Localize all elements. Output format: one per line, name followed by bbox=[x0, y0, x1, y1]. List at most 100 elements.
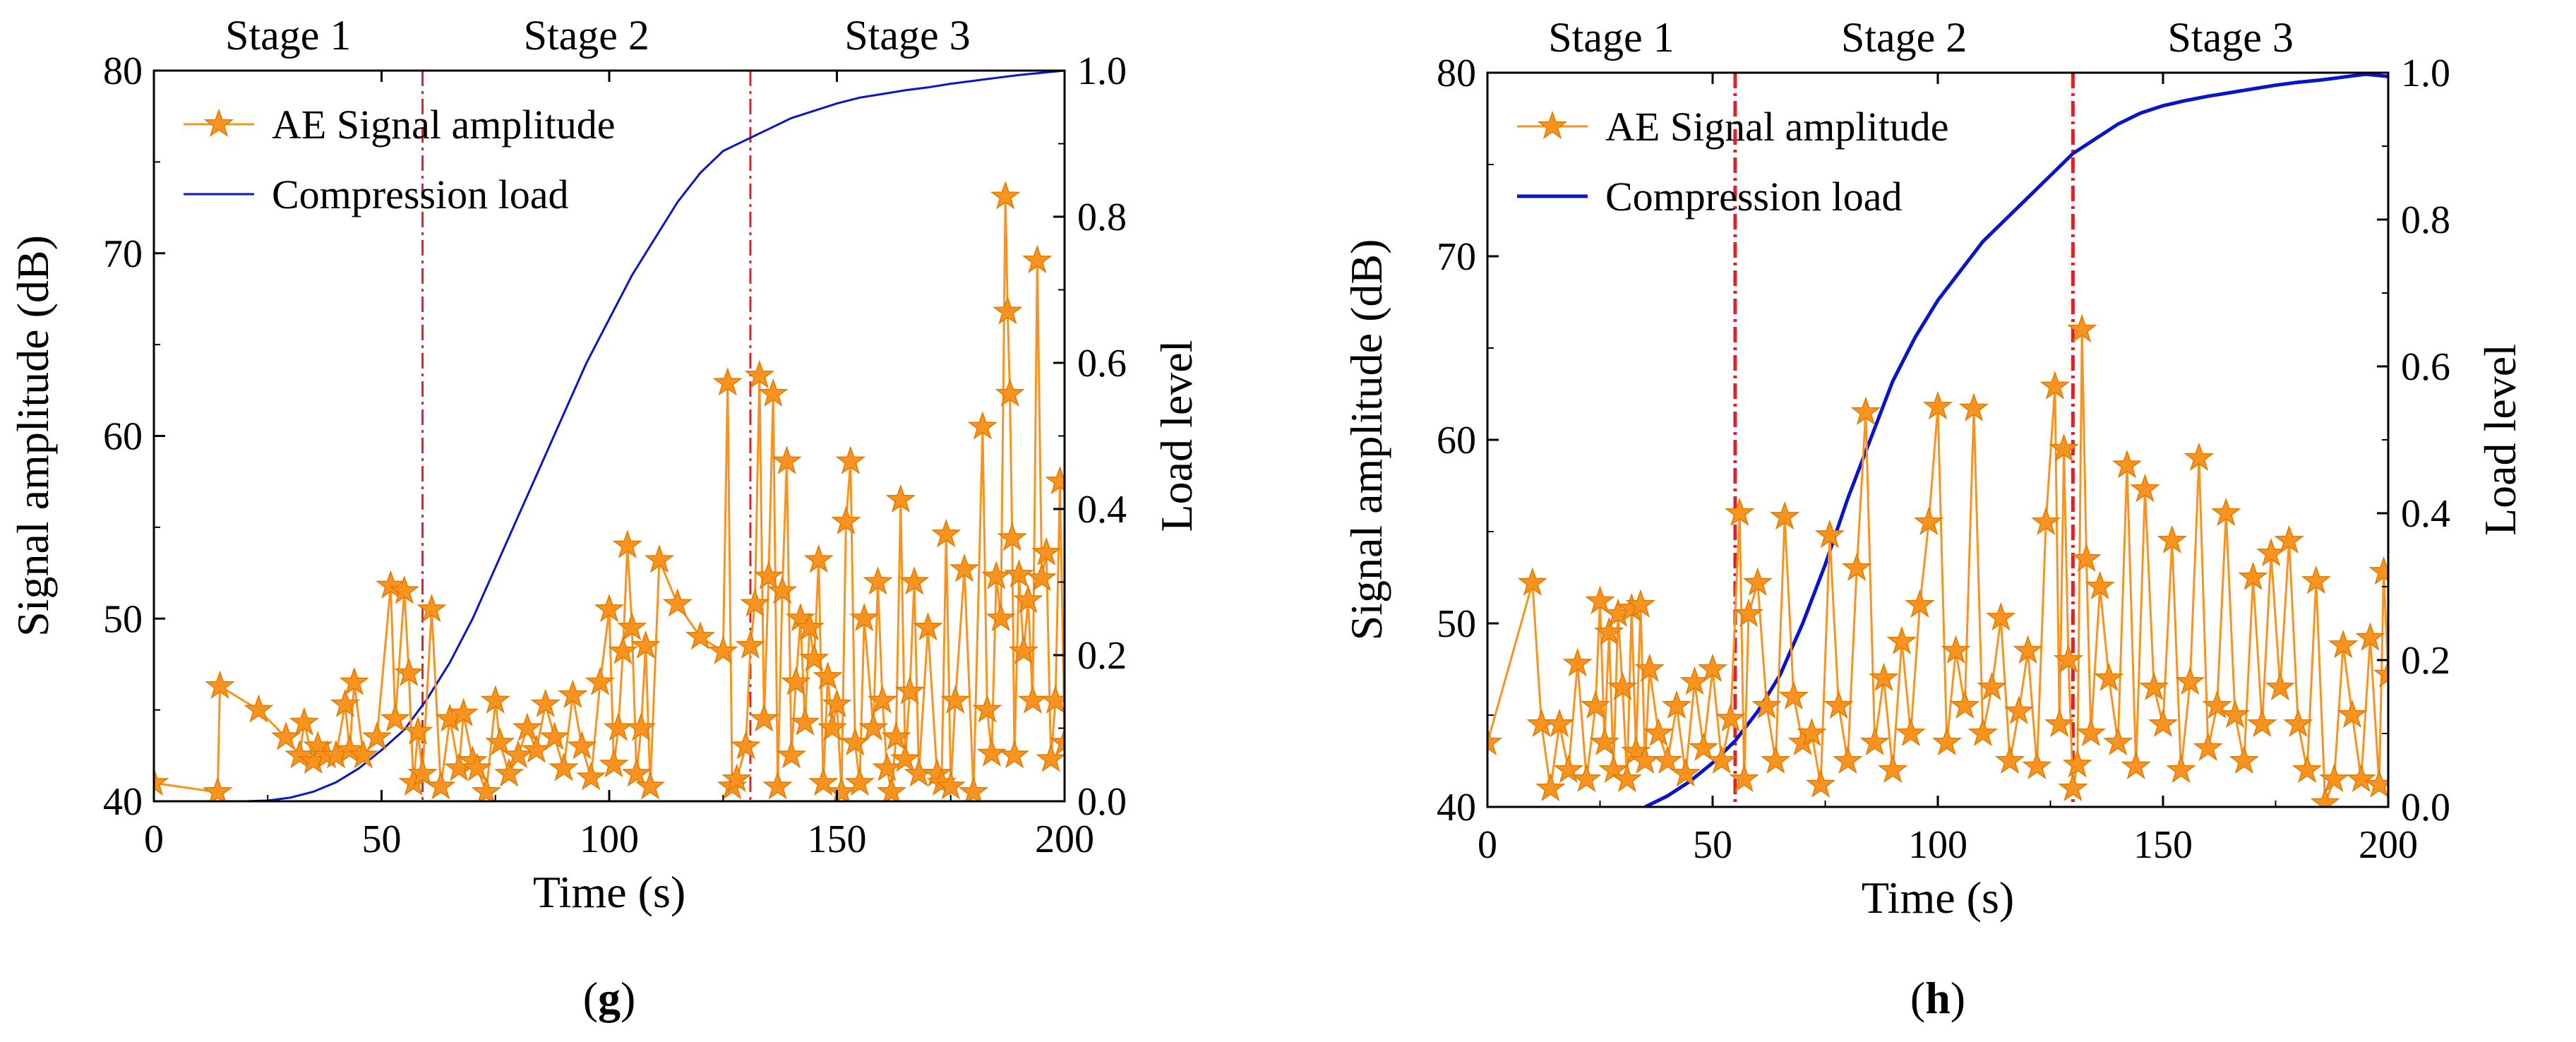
ae-signal-marker bbox=[1733, 598, 1764, 628]
ae-signal-marker bbox=[339, 666, 369, 695]
ae-signal-marker bbox=[1805, 769, 1836, 798]
ae-signal-marker bbox=[567, 731, 597, 760]
y-right-tick-label: 1.0 bbox=[2401, 52, 2450, 95]
ae-signal-marker bbox=[2346, 763, 2376, 793]
y-left-tick-label: 50 bbox=[103, 597, 143, 641]
y-left-axis-title: Signal amplitude (dB) bbox=[8, 235, 58, 637]
chart-panel-g: Stage 1 Stage 2 Stage 3 0 50 100 150 200 40 50 60 7… bbox=[8, 12, 1202, 1023]
ae-signal-marker bbox=[2328, 629, 2359, 659]
panel-caption: (h) bbox=[1910, 973, 1965, 1023]
y-left-axis-title: Signal amplitude (dB) bbox=[1341, 239, 1391, 641]
ae-signal-marker bbox=[890, 743, 921, 772]
ae-signal-marker bbox=[2256, 537, 2287, 567]
ae-signal-marker bbox=[708, 635, 738, 664]
ae-signal-marker bbox=[2183, 442, 2215, 472]
stage-label-1: Stage 1 bbox=[225, 12, 351, 59]
ae-signal-marker bbox=[2166, 754, 2196, 784]
ae-signal-marker bbox=[1022, 244, 1053, 274]
ae-signal-marker bbox=[762, 771, 793, 800]
ae-signal-marker bbox=[205, 670, 235, 700]
y-right-tick-label: 0.0 bbox=[1077, 780, 1127, 824]
ae-signal-marker bbox=[772, 445, 802, 474]
ae-signal-marker bbox=[2030, 506, 2061, 536]
legend-ae-marker bbox=[203, 108, 234, 138]
chart-panel-h: Stage 1 Stage 2 Stage 3 0 50 100 150 200 40 50 60 7… bbox=[1341, 14, 2525, 1023]
ae-signal-marker bbox=[2310, 787, 2340, 807]
ae-signal-marker bbox=[2364, 769, 2388, 798]
ae-signal-marker bbox=[767, 575, 798, 604]
ae-signal-marker bbox=[576, 762, 606, 791]
ae-signal-marker bbox=[2121, 750, 2151, 779]
ae-signal-marker bbox=[1580, 690, 1611, 719]
ae-signal-marker bbox=[335, 734, 365, 763]
x-tick-label: 50 bbox=[362, 818, 402, 861]
y-right-axis-title: Load level bbox=[2475, 344, 2525, 536]
ae-signal-marker bbox=[993, 296, 1023, 325]
ae-signal-marker bbox=[781, 666, 811, 695]
ae-signal-marker bbox=[1040, 685, 1065, 714]
y-right-tick-label: 0.0 bbox=[2401, 786, 2450, 830]
ae-signal-marker bbox=[2247, 708, 2277, 738]
legend-load-label: Compression load bbox=[272, 172, 568, 217]
x-axis-title: Time (s) bbox=[1862, 873, 2014, 923]
legend-load-label: Compression load bbox=[1605, 174, 1902, 220]
ae-signal-marker bbox=[480, 685, 510, 714]
ae-signal-marker bbox=[1878, 754, 1908, 784]
ae-signal-marker bbox=[2139, 671, 2169, 701]
ae-signal-marker bbox=[608, 635, 638, 664]
ae-signal-marker bbox=[863, 566, 893, 595]
caption-letter: h bbox=[1925, 973, 1951, 1023]
ae-signal-marker bbox=[599, 749, 629, 778]
ae-signal-marker bbox=[685, 621, 716, 650]
ae-signal-marker bbox=[1958, 393, 1989, 421]
ae-signal-marker bbox=[1049, 726, 1065, 756]
ae-signal-marker bbox=[558, 679, 588, 708]
ae-signal-marker bbox=[1689, 732, 1719, 761]
ae-signal-marker bbox=[154, 767, 169, 796]
ae-signal-marker bbox=[894, 676, 925, 705]
ae-signal-marker bbox=[2075, 717, 2107, 747]
ae-signal-marker bbox=[735, 630, 766, 659]
x-tick-label: 100 bbox=[580, 818, 639, 861]
ae-signal-marker bbox=[935, 771, 966, 800]
y-right-axis-title: Load level bbox=[1151, 340, 1202, 532]
ae-signal-marker bbox=[2058, 772, 2088, 802]
ae-signal-marker bbox=[417, 594, 447, 623]
ae-signal-marker bbox=[899, 566, 930, 595]
ae-signal-marker bbox=[1769, 501, 1800, 530]
ae-signal-marker bbox=[981, 561, 1012, 589]
ae-signal-marker bbox=[1031, 537, 1062, 566]
y-left-tick-label: 60 bbox=[1437, 419, 1476, 462]
ae-signal-marker bbox=[394, 657, 424, 686]
ae-signal-marker bbox=[967, 411, 998, 440]
ae-signal-marker bbox=[348, 740, 378, 769]
ae-signal-marker bbox=[2175, 666, 2205, 695]
ae-signal-marker bbox=[1571, 763, 1602, 793]
caption-letter: g bbox=[598, 973, 621, 1023]
ae-signal-marker bbox=[617, 611, 647, 641]
y-right-tick-label: 0.2 bbox=[2401, 639, 2450, 683]
ae-signal-marker bbox=[1986, 601, 2016, 631]
ae-signal-marker bbox=[1594, 616, 1624, 646]
ae-signal-marker bbox=[1670, 757, 1701, 787]
ae-signal-marker bbox=[817, 712, 848, 741]
ae-signal-marker bbox=[1697, 653, 1728, 683]
y-right-tick-label: 0.4 bbox=[2401, 492, 2450, 536]
ae-signal-marker bbox=[931, 518, 961, 548]
ae-signal-marker bbox=[826, 776, 857, 801]
ae-signal-marker bbox=[972, 694, 1002, 723]
ae-signal-marker bbox=[1977, 671, 2007, 701]
ae-signal-marker bbox=[712, 367, 743, 396]
ae-signal-marker bbox=[2355, 622, 2385, 651]
ae-signal-marker bbox=[2265, 671, 2296, 701]
y-right-tick-label: 0.6 bbox=[1077, 342, 1127, 385]
caption-close-paren: ) bbox=[621, 973, 635, 1023]
ae-signal-marker bbox=[1607, 671, 1638, 701]
ae-signal-marker bbox=[1026, 563, 1057, 592]
x-tick-label: 50 bbox=[1693, 823, 1732, 867]
ae-signal-marker bbox=[949, 553, 980, 582]
ae-signal-marker bbox=[1761, 745, 1791, 774]
ae-signal-marker bbox=[1841, 552, 1872, 582]
y-left-tick-label: 70 bbox=[1437, 235, 1476, 279]
